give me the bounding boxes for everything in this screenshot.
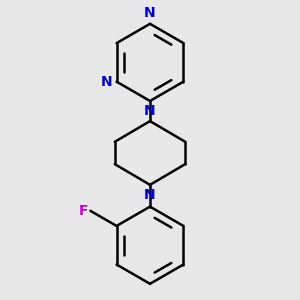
Text: N: N [101, 75, 112, 89]
Text: N: N [144, 104, 156, 118]
Text: N: N [144, 188, 156, 202]
Text: N: N [144, 6, 156, 20]
Text: F: F [78, 204, 88, 218]
